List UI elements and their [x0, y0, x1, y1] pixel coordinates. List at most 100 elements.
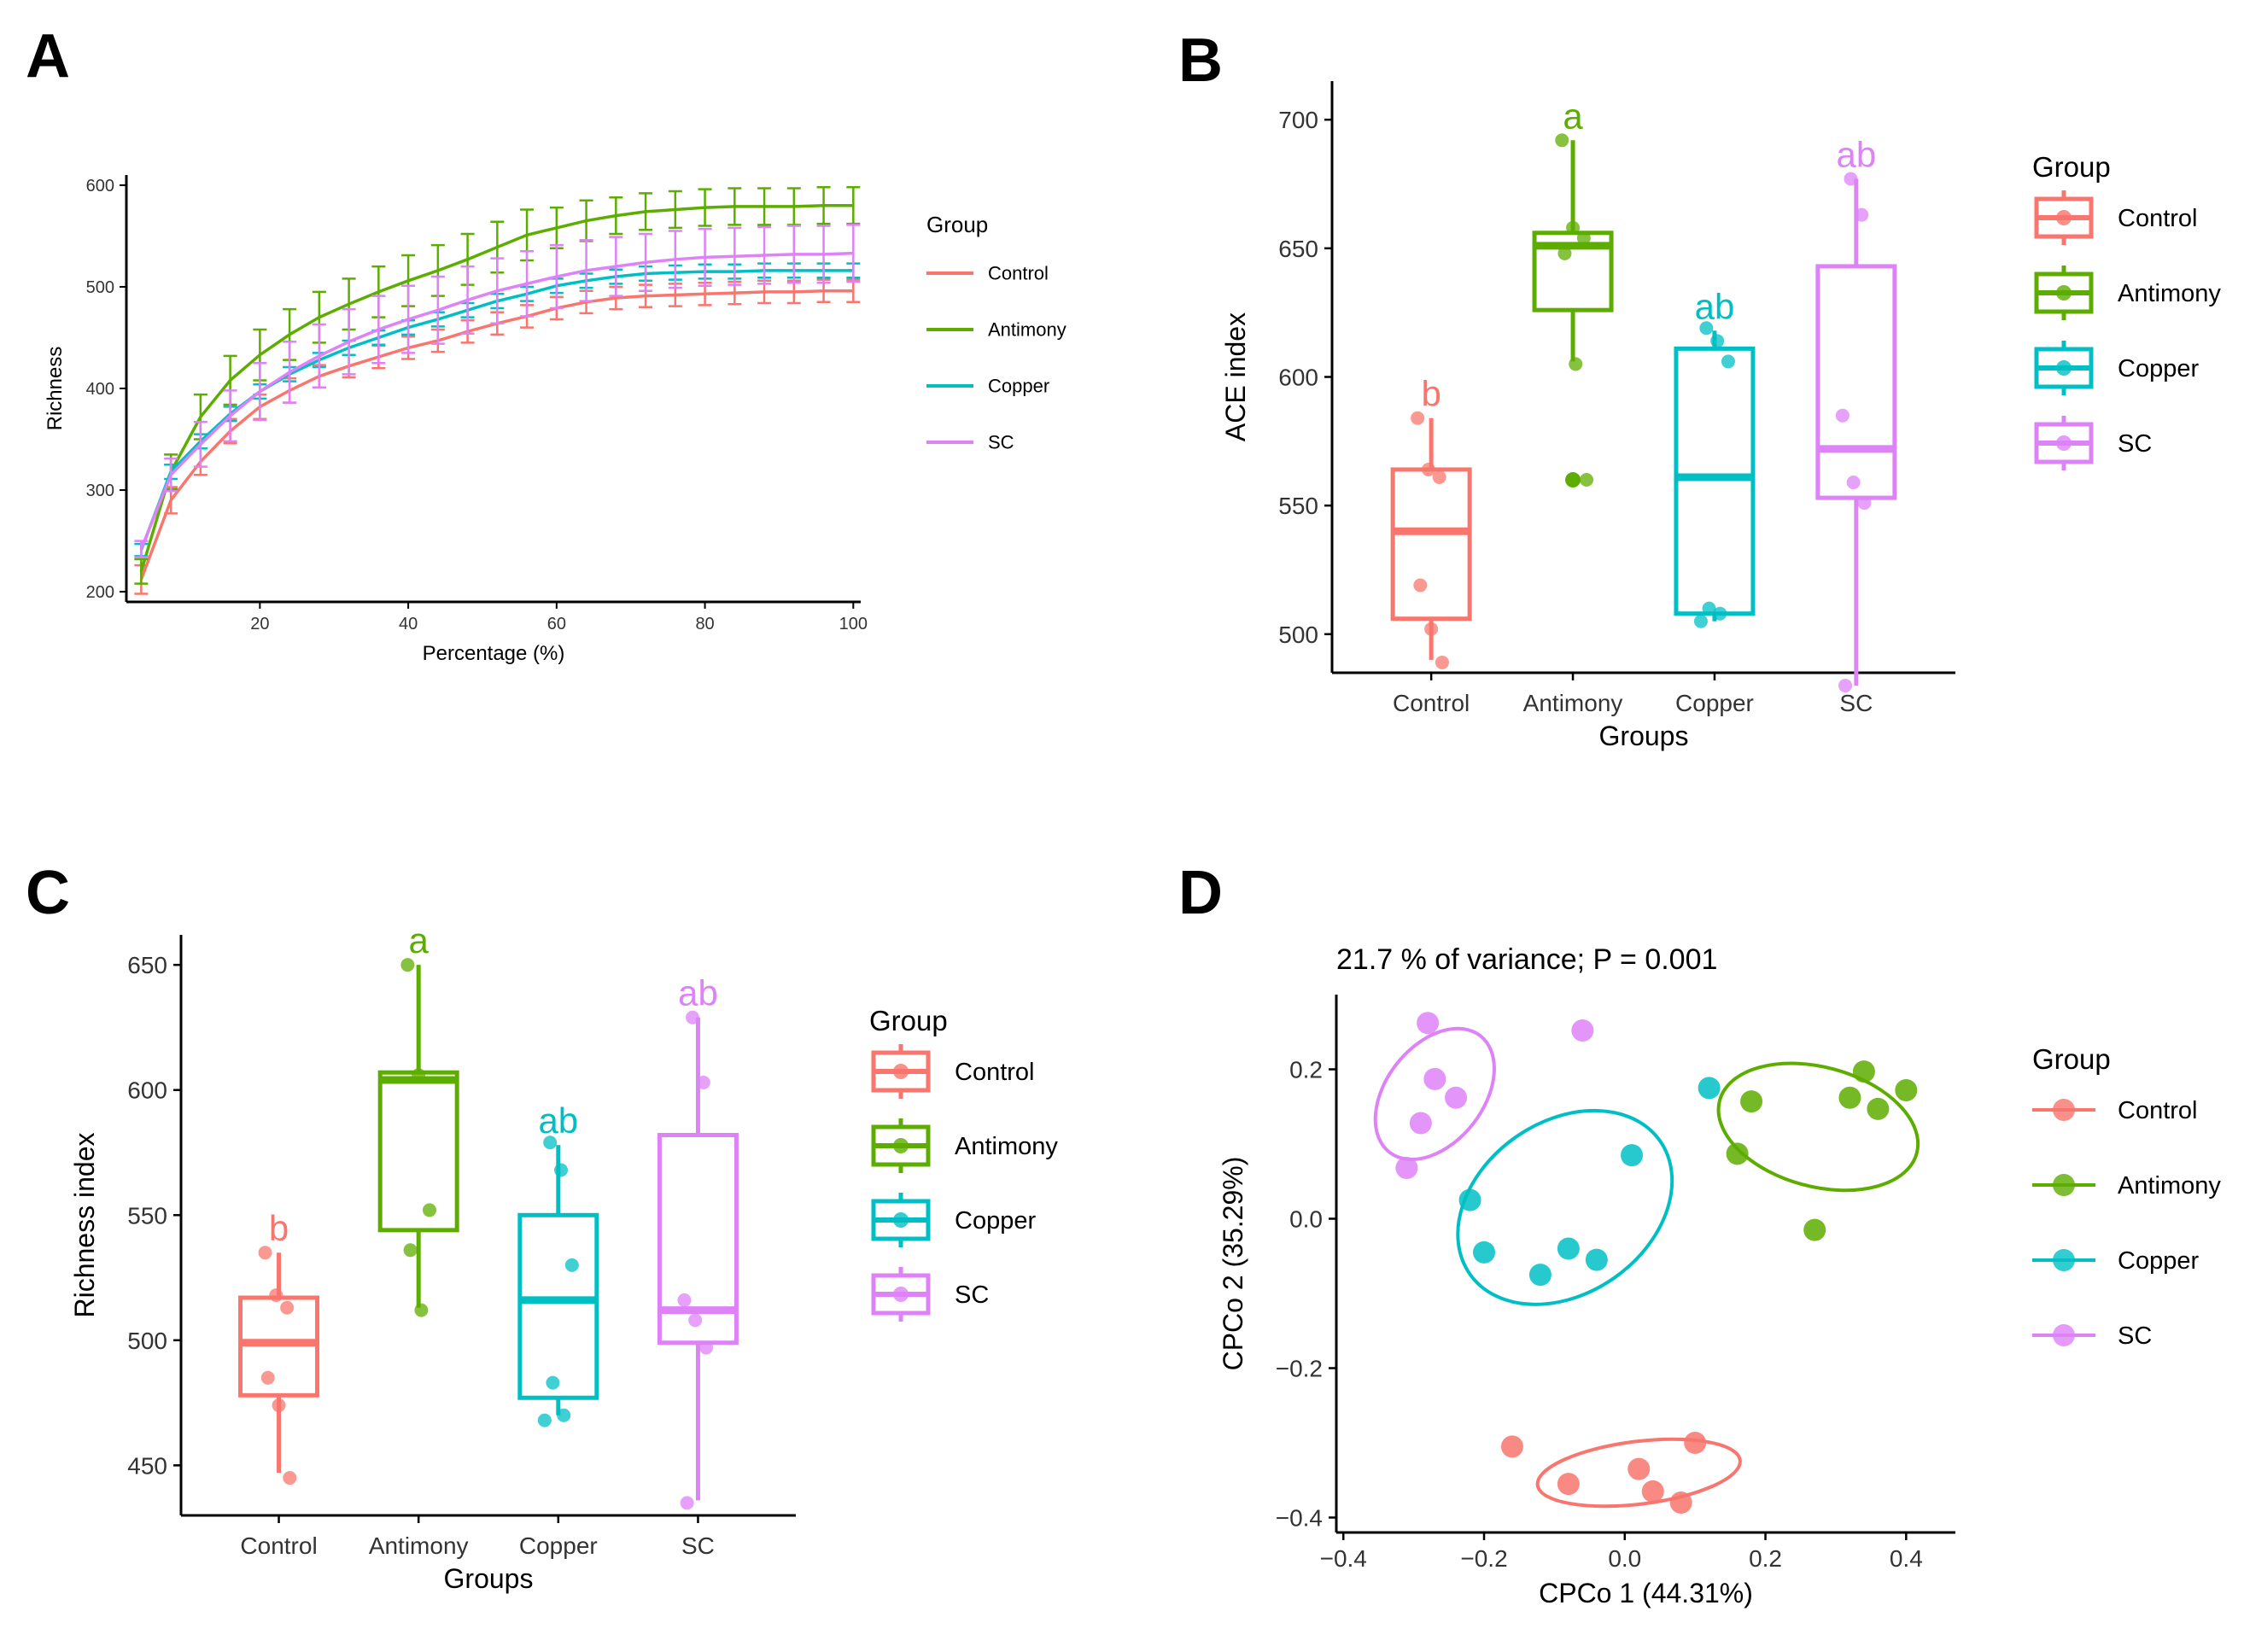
series-copper	[1456, 1077, 1721, 1306]
legend-label-antimony: Antimony	[988, 319, 1066, 341]
data-point	[1857, 496, 1872, 511]
box-copper: ab	[517, 1100, 599, 1427]
confidence-ellipse	[1456, 1108, 1674, 1306]
data-point	[1740, 1090, 1763, 1113]
error-bar	[786, 225, 801, 284]
data-point	[1423, 1067, 1446, 1090]
data-point	[1713, 606, 1727, 621]
error-bar	[579, 238, 593, 302]
data-point	[1409, 1112, 1432, 1135]
x-tick-label: Antimony	[369, 1532, 469, 1559]
data-point	[1726, 1142, 1749, 1165]
data-point	[1421, 462, 1435, 476]
data-point	[686, 1010, 700, 1024]
legend-key-sc: SC	[926, 432, 1014, 453]
legend-key-copper: Copper	[926, 376, 1049, 397]
panel-a: A 200 300 400 500 600 20 40 60 80 100 Percentage (%…	[26, 22, 1066, 665]
error-bar	[312, 323, 326, 389]
error-bar	[223, 389, 237, 443]
legend-label-copper: Copper	[2118, 355, 2199, 382]
error-bar	[460, 265, 475, 335]
data-point	[403, 1243, 418, 1258]
error-bar	[639, 192, 653, 231]
significance-letter: ab	[538, 1100, 578, 1141]
data-point	[1445, 1086, 1468, 1109]
data-point	[1627, 1457, 1651, 1480]
x-tick-label: 0.4	[1890, 1545, 1923, 1572]
data-point	[1867, 1097, 1890, 1120]
box-control: b	[238, 1208, 320, 1486]
series-antimony	[1716, 1060, 1920, 1241]
data-point	[1555, 133, 1569, 148]
y-tick-label: 600	[1278, 365, 1318, 391]
outlier-point	[1565, 472, 1581, 488]
series-control	[1500, 1432, 1742, 1514]
box-iqr	[1674, 346, 1756, 616]
error-bar	[728, 226, 742, 286]
data-point	[546, 1375, 560, 1390]
error-bar	[757, 187, 772, 226]
data-point	[1557, 246, 1572, 260]
data-point	[258, 1246, 272, 1260]
y-tick-label: −0.4	[1276, 1505, 1323, 1532]
data-point	[537, 1413, 552, 1427]
legend-point	[893, 1212, 909, 1228]
data-point	[564, 1258, 579, 1272]
legend-label-copper: Copper	[2118, 1247, 2199, 1275]
panel-label: C	[26, 859, 70, 927]
significance-letter: a	[1563, 96, 1583, 136]
data-point	[1702, 601, 1716, 616]
data-point	[1721, 354, 1735, 369]
significance-letter: b	[269, 1208, 289, 1248]
error-bar	[549, 243, 564, 310]
y-tick-label: 300	[86, 482, 114, 500]
y-tick-label: 0.2	[1289, 1057, 1323, 1083]
data-point	[1846, 476, 1861, 490]
data-point	[269, 1288, 283, 1303]
legend-label-sc: SC	[2118, 430, 2152, 458]
x-tick-label: 0.2	[1749, 1545, 1782, 1572]
series-sc	[1373, 1012, 1594, 1179]
data-point	[283, 1471, 297, 1486]
data-point	[1557, 1237, 1580, 1260]
box-iqr	[517, 1212, 599, 1400]
box-control: b	[1390, 374, 1472, 669]
legend-label-sc: SC	[2118, 1322, 2152, 1350]
data-point	[1571, 1019, 1594, 1042]
chart-title: 21.7 % of variance; P = 0.001	[1336, 943, 1717, 976]
legend-label-control: Control	[2118, 1097, 2198, 1124]
data-point	[1693, 614, 1708, 628]
legend-label-antimony: Antimony	[955, 1133, 1058, 1160]
x-tick-label: SC	[1839, 690, 1873, 716]
data-point	[1621, 1144, 1644, 1167]
legend-label-copper: Copper	[988, 376, 1049, 397]
legend-title: Group	[2032, 151, 2111, 183]
legend-point	[893, 1138, 909, 1153]
y-tick-label: 650	[127, 952, 167, 978]
data-point	[1435, 655, 1449, 669]
data-point	[1528, 1264, 1552, 1287]
error-bar	[816, 186, 831, 225]
error-bar	[342, 307, 356, 376]
x-tick-label: Control	[240, 1532, 317, 1559]
x-tick-label: Copper	[519, 1532, 598, 1559]
data-point	[1417, 1012, 1440, 1035]
significance-letter: ab	[1837, 134, 1877, 174]
data-point	[412, 1068, 426, 1083]
error-bar	[253, 361, 267, 422]
data-point	[1473, 1240, 1496, 1264]
data-point	[1424, 622, 1439, 636]
y-tick-label: 450	[127, 1452, 167, 1479]
data-point	[1585, 1248, 1608, 1271]
legend-key-sc: SC	[871, 1267, 989, 1322]
error-bar	[639, 232, 653, 292]
y-tick-label: 500	[86, 278, 114, 297]
y-tick-label: 400	[86, 380, 114, 399]
x-tick-label: 100	[839, 615, 868, 633]
data-point	[1803, 1218, 1826, 1241]
data-point	[1698, 1077, 1721, 1100]
legend-key-copper: Copper	[2034, 341, 2199, 395]
x-tick-label: 60	[547, 615, 566, 633]
legend-point	[893, 1287, 909, 1302]
x-tick-label: 20	[250, 615, 269, 633]
